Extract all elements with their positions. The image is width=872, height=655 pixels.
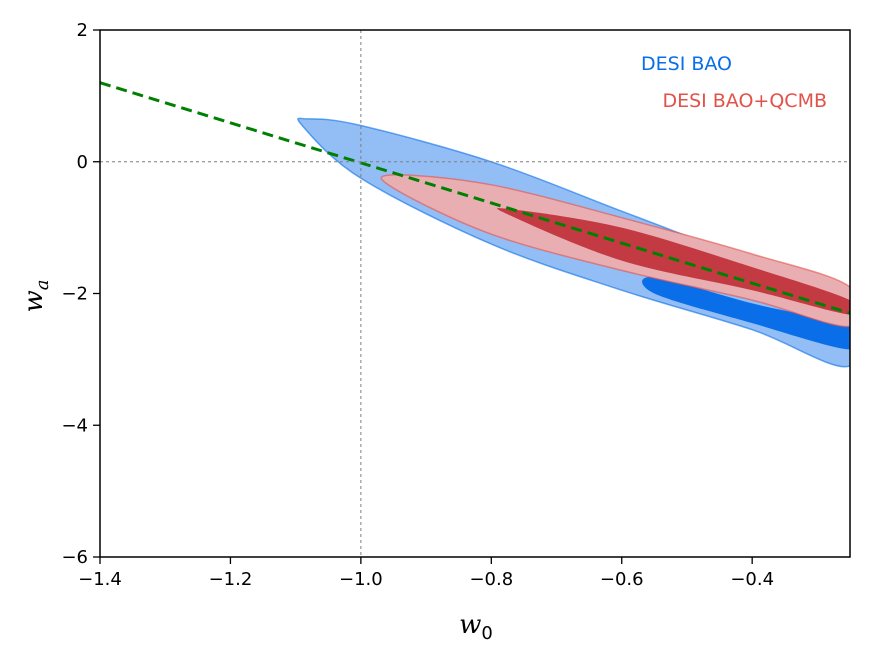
y-axis-label-main: w [19, 290, 49, 312]
x-axis-label-main: w [459, 610, 481, 640]
y-tick-label: 0 [77, 152, 88, 173]
x-tick-label: −0.4 [730, 569, 774, 590]
y-tick-label: 2 [77, 20, 88, 41]
x-axis-label: w0 [459, 610, 493, 644]
y-tick-label: −2 [61, 284, 88, 305]
contour-desi-bao-68 [642, 276, 850, 350]
x-tick-label: −1.4 [78, 569, 122, 590]
y-tick-label: −6 [61, 547, 88, 568]
x-axis-label-sub: 0 [481, 623, 492, 644]
x-tick-label: −1.0 [339, 569, 383, 590]
y-tick-label: −4 [61, 415, 88, 436]
y-axis-label-sub: a [32, 280, 53, 291]
x-tick-label: −0.6 [600, 569, 644, 590]
contour-desi-bao-qcmb-68 [497, 208, 850, 315]
x-tick-label: −1.2 [209, 569, 253, 590]
legend: DESI BAO DESI BAO+QCMB [641, 53, 827, 112]
legend-entry-desi-bao: DESI BAO [641, 53, 732, 75]
legend-entry-desi-bao-qcmb: DESI BAO+QCMB [662, 90, 827, 112]
x-tick-label: −0.8 [469, 569, 513, 590]
dashed-line [100, 81, 850, 315]
y-axis-label: wa [19, 280, 53, 313]
